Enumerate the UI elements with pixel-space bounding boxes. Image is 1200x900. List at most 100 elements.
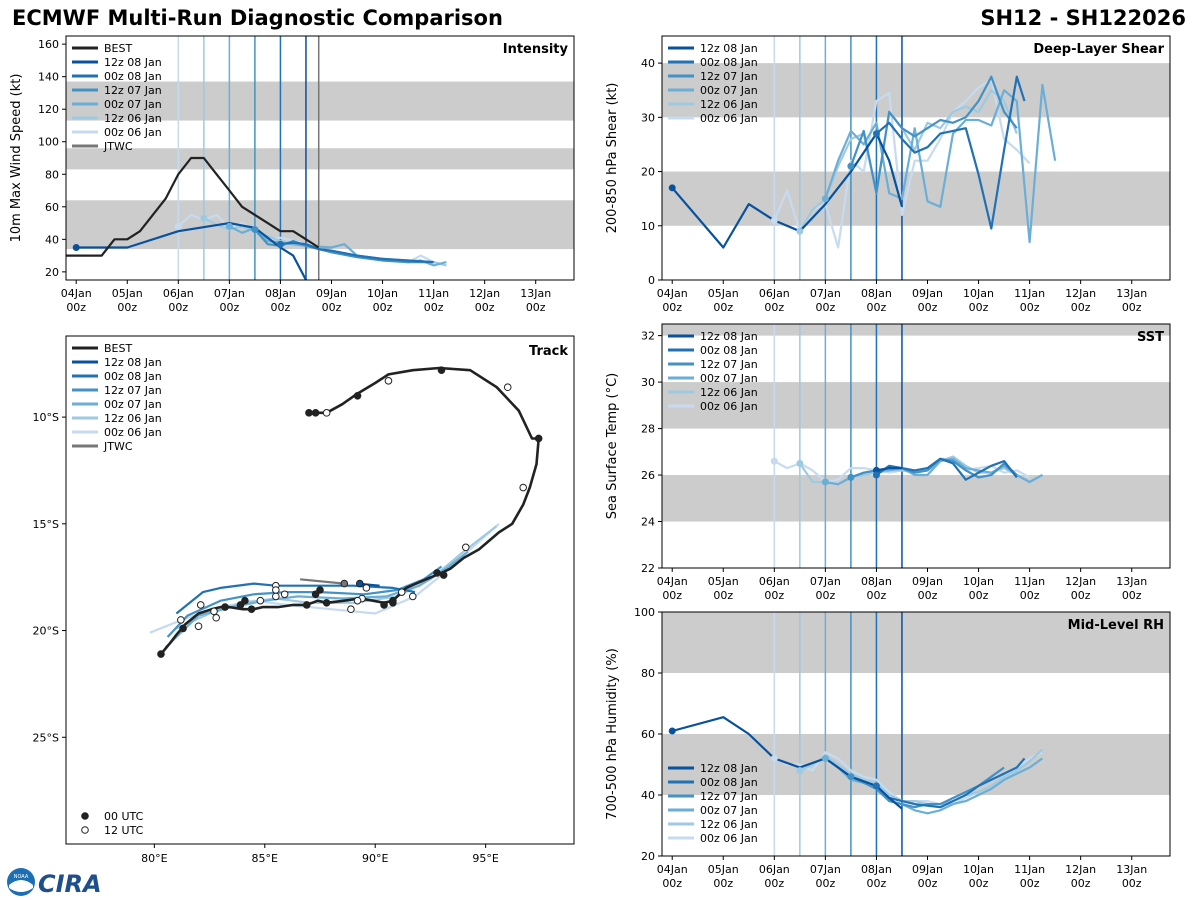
y-tick-label: 30 [641, 376, 655, 389]
series-line-12z-07-jan [849, 75, 1018, 195]
shade-band [662, 63, 1170, 118]
series-line-best [66, 156, 320, 257]
x-tick-label: 09Jan [912, 575, 943, 588]
legend-label: 00z 06 Jan [104, 426, 162, 439]
plot-area [149, 366, 543, 658]
y-axis-label: 200-850 hPa Shear (kt) [605, 83, 620, 234]
x-tick-label: 00z [662, 301, 682, 314]
x-tick-label: 00z [322, 301, 342, 314]
x-tick-label: 00z [1020, 589, 1040, 602]
x-tick-label: 09Jan [912, 863, 943, 876]
x-tick-label: 00z [969, 589, 989, 602]
shade-band [662, 324, 1170, 336]
track-marker-12utc [256, 596, 265, 605]
track-marker-00utc [322, 599, 331, 607]
x-tick-label: 11Jan [1014, 575, 1045, 588]
x-tick-label: 00z [475, 301, 495, 314]
y-tick-label: 20°S [33, 625, 59, 638]
series-start-point [872, 130, 880, 138]
legend-label: 00z 08 Jan [104, 370, 162, 383]
track-line-best [159, 366, 541, 655]
y-tick-label: 30 [641, 111, 655, 124]
y-tick-label: 40 [45, 233, 59, 246]
track-marker-00utc [311, 590, 320, 599]
x-tick-label: 00z [969, 301, 989, 314]
x-tick-label: 06Jan [759, 863, 790, 876]
x-tick-label: 85°E [252, 852, 278, 865]
y-tick-label: 20 [641, 166, 655, 179]
legend-label: 00z 06 Jan [700, 112, 758, 125]
panel-intensity: 2040608010012014016004Jan00z05Jan00z06Ja… [9, 35, 575, 314]
x-tick-label: 00z [867, 301, 887, 314]
marker-legend-swatch [81, 812, 89, 820]
track-marker-12utc [210, 607, 218, 616]
x-tick-label: 13Jan [1116, 575, 1147, 588]
series-start-point [796, 767, 804, 775]
x-tick-label: 00z [918, 877, 938, 890]
legend-label: 12z 06 Jan [104, 112, 162, 125]
x-tick-label: 00z [815, 301, 835, 314]
track-marker-12utc [194, 622, 203, 631]
y-tick-label: 80 [45, 168, 59, 181]
legend-label: BEST [104, 42, 132, 55]
y-axis-label: Sea Surface Temp (°C) [605, 373, 620, 520]
track-marker-12utc [461, 543, 470, 552]
legend-label: 12z 08 Jan [104, 56, 162, 69]
x-tick-label: 08Jan [861, 863, 892, 876]
track-marker-00utc [311, 409, 320, 417]
y-tick-label: 40 [641, 789, 655, 802]
legend-label: 00z 08 Jan [700, 776, 758, 789]
y-tick-label: 24 [641, 516, 655, 529]
x-tick-label: 05Jan [708, 287, 739, 300]
x-tick-label: 11Jan [418, 287, 449, 300]
x-tick-label: 12Jan [1065, 575, 1096, 588]
series-start-point [668, 184, 676, 192]
track-marker-00utc [179, 624, 187, 633]
x-tick-label: 90°E [362, 852, 388, 865]
legend-label: 00z 08 Jan [700, 56, 758, 69]
series-line-00z-06-jan [773, 78, 1031, 249]
legend-label: 12z 07 Jan [700, 790, 758, 803]
track-marker-00utc [439, 571, 448, 579]
marker-legend-label: 12 UTC [104, 824, 144, 837]
x-tick-label: 80°E [141, 852, 167, 865]
x-tick-label: 00z [918, 589, 938, 602]
legend-label: 00z 07 Jan [700, 84, 758, 97]
series-line-00z-08-jan [280, 241, 434, 264]
track-marker-12utc [519, 483, 528, 492]
track-marker-12utc [503, 383, 512, 392]
track-marker-00utc [221, 603, 229, 611]
series-line-12z-08-jan [671, 716, 903, 810]
track-marker-12utc [353, 596, 362, 605]
track-marker-00utc [305, 409, 313, 417]
x-tick-label: 00z [713, 589, 733, 602]
legend-label: 00z 08 Jan [104, 70, 162, 83]
x-tick-label: 00z [764, 301, 784, 314]
plot-area [662, 324, 1170, 568]
legend-label: 12z 07 Jan [104, 84, 162, 97]
plot-area [662, 612, 1170, 856]
track-marker-12utc [347, 605, 355, 614]
y-tick-label: 80 [641, 667, 655, 680]
track-marker-12utc [196, 601, 205, 609]
track-marker-00utc [534, 434, 543, 443]
track-marker-12utc [408, 592, 417, 601]
panel-title: Deep-Layer Shear [1033, 42, 1164, 57]
series-start-point [847, 473, 855, 481]
noaa-logo-label: NOAA [14, 874, 29, 880]
x-tick-label: 00z [424, 301, 444, 314]
series-start-point [770, 754, 778, 762]
x-tick-label: 09Jan [912, 287, 943, 300]
x-tick-label: 00z [764, 877, 784, 890]
series-start-point [821, 195, 829, 203]
legend-label: 12z 06 Jan [700, 386, 758, 399]
x-tick-label: 08Jan [861, 575, 892, 588]
legend-label: JTWC [103, 140, 133, 153]
y-tick-label: 25°S [33, 731, 59, 744]
track-marker-12utc [322, 409, 331, 417]
plot-area [662, 36, 1170, 280]
legend-label: 12z 08 Jan [700, 330, 758, 343]
shade-band [66, 148, 574, 170]
legend-label: 12z 08 Jan [104, 356, 162, 369]
x-tick-label: 08Jan [861, 287, 892, 300]
